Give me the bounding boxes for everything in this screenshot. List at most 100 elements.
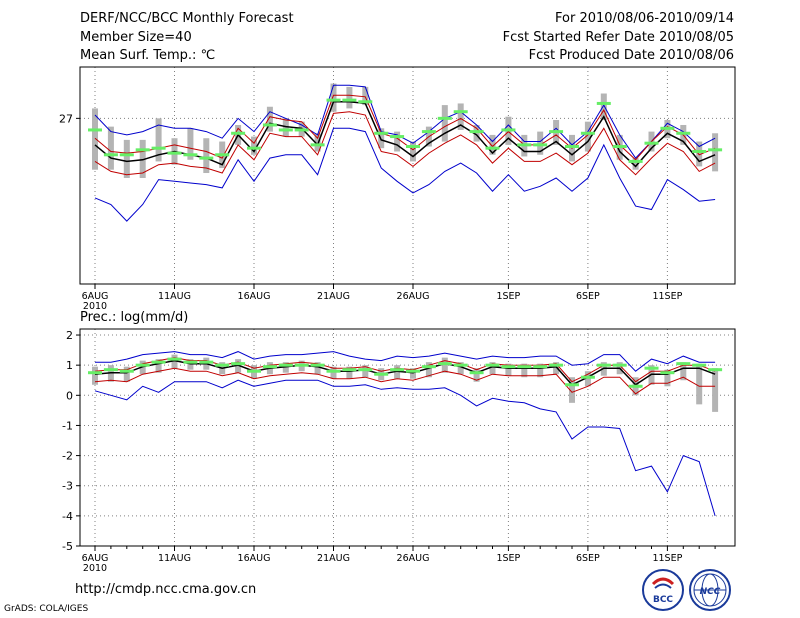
prec-observed-marker xyxy=(326,369,341,373)
source-url[interactable]: http://cmdp.ncc.cma.gov.cn xyxy=(75,582,257,597)
temp-observed-marker xyxy=(215,153,230,157)
temp-upper-outer-line xyxy=(94,84,716,159)
prec-observed-marker xyxy=(119,369,134,373)
prec-member-box xyxy=(584,371,591,387)
prec-observed-marker xyxy=(517,365,532,369)
temp-observed-marker xyxy=(501,128,516,132)
prec-member-box xyxy=(425,362,432,378)
grads-credit: GrADS: COLA/IGES xyxy=(4,604,89,614)
prec-ytick-label: -5 xyxy=(62,540,73,553)
temp-member-box xyxy=(394,131,401,152)
temp-observed-marker xyxy=(676,131,691,135)
ncc-logo: NCC xyxy=(688,568,732,612)
prec-observed-marker xyxy=(501,365,516,369)
temp-member-box xyxy=(457,103,464,130)
prec-lower-outer-line xyxy=(94,379,716,517)
temp-lower-outer-line xyxy=(94,127,716,222)
temp-xtick-label: 16AUG xyxy=(238,291,271,302)
temp-observed-marker xyxy=(326,98,341,102)
temp-year-label: 2010 xyxy=(83,301,107,312)
prec-member-box xyxy=(664,369,671,387)
prec-member-box xyxy=(473,368,480,382)
prec-observed-marker xyxy=(485,363,500,367)
forecast-produced-date: Fcst Produced Date 2010/08/06 xyxy=(528,48,734,63)
prec-observed-marker xyxy=(215,363,230,367)
temp-xtick-label: 11AUG xyxy=(158,291,191,302)
prec-xtick-label: 11SEP xyxy=(652,553,682,564)
temp-upper-inner-line xyxy=(94,94,716,161)
temp-member-box xyxy=(139,139,146,178)
bcc-logo: BCC xyxy=(641,568,685,612)
temp-member-box xyxy=(632,158,639,170)
temp-observed-marker xyxy=(390,135,405,139)
temp-xtick-label: 1SEP xyxy=(496,291,520,302)
temp-observed-marker xyxy=(103,153,118,157)
temp-observed-marker xyxy=(421,130,436,134)
temp-observed-marker xyxy=(183,153,198,157)
prec-observed-marker xyxy=(151,360,166,364)
prec-member-box xyxy=(537,363,544,378)
temp-xtick-label: 6SEP xyxy=(576,291,600,302)
temp-observed-marker xyxy=(310,143,325,147)
temp-ytick-label: 27 xyxy=(59,112,73,125)
prec-observed-marker xyxy=(612,363,627,367)
temp-member-box xyxy=(600,93,607,121)
prec-member-box xyxy=(569,377,575,403)
prec-member-box xyxy=(553,362,560,375)
temp-plot-frame xyxy=(79,66,736,285)
prec-observed-marker xyxy=(692,363,707,367)
prec-plot-frame xyxy=(79,328,736,547)
temp-member-box xyxy=(712,133,719,172)
prec-panel-title: Prec.: log(mm/d) xyxy=(80,310,188,325)
forecast-period: For 2010/08/06-2010/09/14 xyxy=(555,11,734,26)
prec-observed-marker xyxy=(421,365,436,369)
prec-member-box xyxy=(155,359,162,373)
temp-observed-marker xyxy=(119,153,134,157)
temp-observed-marker xyxy=(660,126,675,130)
prec-observed-marker xyxy=(278,363,293,367)
temp-observed-marker xyxy=(596,101,611,105)
prec-observed-marker xyxy=(469,371,484,375)
prec-observed-marker xyxy=(231,362,246,366)
temp-observed-marker xyxy=(231,131,246,135)
prec-observed-marker xyxy=(358,368,373,372)
temp-member-box xyxy=(203,138,210,174)
temp-member-box xyxy=(330,83,337,112)
prec-member-box xyxy=(680,362,687,381)
prec-observed-marker xyxy=(247,369,261,373)
prec-observed-marker xyxy=(580,375,595,379)
prec-xtick-label: 1SEP xyxy=(496,553,520,564)
temp-member-box xyxy=(92,108,98,170)
temp-observed-marker xyxy=(533,143,548,147)
prec-member-box xyxy=(441,357,448,373)
temp-observed-marker xyxy=(342,98,357,102)
temp-member-box xyxy=(123,139,130,178)
prec-xtick-label: 21AUG xyxy=(317,553,350,564)
temp-member-box xyxy=(251,136,257,155)
prec-member-box xyxy=(107,365,114,382)
prec-observed-marker xyxy=(294,363,309,367)
temp-observed-marker xyxy=(294,128,309,132)
temp-observed-marker xyxy=(612,145,627,149)
prec-observed-marker xyxy=(374,372,389,376)
temp-member-box xyxy=(473,124,480,142)
prec-observed-marker xyxy=(565,383,579,387)
prec-upper-outer-line xyxy=(95,351,716,372)
temp-observed-marker xyxy=(644,141,659,145)
prec-member-box xyxy=(346,366,353,379)
temp-member-box xyxy=(266,106,273,132)
prec-observed-marker xyxy=(596,363,611,367)
prec-ytick-label: 1 xyxy=(66,359,73,372)
temp-observed-marker xyxy=(517,143,532,147)
prec-observed-marker xyxy=(88,371,102,375)
temp-xtick-label: 21AUG xyxy=(317,291,350,302)
prec-observed-marker xyxy=(310,363,325,367)
prec-ytick-label: 2 xyxy=(66,329,73,342)
prec-observed-marker xyxy=(644,366,659,370)
temp-member-box xyxy=(537,131,544,155)
temp-xtick-label: 6AUG xyxy=(82,291,109,302)
prec-member-box xyxy=(123,366,130,382)
prec-member-box xyxy=(696,363,703,405)
prec-observed-marker xyxy=(549,363,564,367)
temp-observed-marker xyxy=(692,149,707,153)
